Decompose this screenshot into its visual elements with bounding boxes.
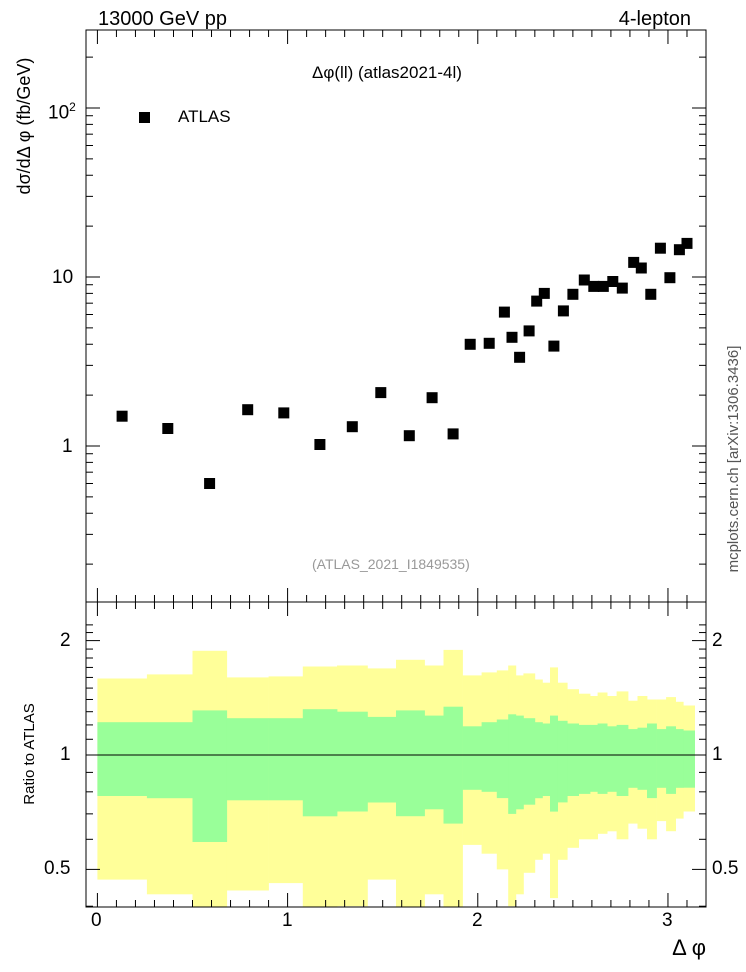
ratio-axes (86, 602, 707, 907)
data-point-atlas (645, 288, 657, 300)
ratio-band-inner-bin (523, 718, 536, 805)
ratio-band-inner-bin (628, 729, 638, 788)
data-point-atlas (531, 295, 543, 307)
main-y-axis-label: dσ/dΔ φ (fb/GeV) (14, 57, 34, 195)
ratio-band-inner-bin (567, 723, 579, 796)
ratio-band-inner-bin (508, 714, 517, 814)
ratio-band-inner-bin (542, 723, 551, 796)
data-point-atlas (346, 421, 358, 433)
main-y-tick-label-100: 102 (48, 100, 76, 124)
data-point-atlas (567, 288, 579, 300)
x-tick-label-3: 3 (662, 910, 673, 931)
main-y-tick-label-1: 1 (62, 436, 73, 457)
ratio-y-tick-label-05-right: 0.5 (712, 858, 739, 879)
data-point-atlas (673, 244, 685, 256)
ratio-band-inner-bin (146, 722, 193, 799)
ratio-band-inner-bin (337, 711, 368, 812)
data-point-atlas (447, 428, 459, 440)
ratio-band-inner-bin (496, 719, 509, 799)
process-label: 4-lepton (618, 8, 691, 30)
data-point-atlas (242, 404, 254, 416)
ratio-band-inner-bin (268, 718, 304, 801)
main-y-tick-label-100-base: 10 (48, 102, 70, 124)
main-y-tick-label-100-exponent: 2 (69, 100, 76, 114)
credit-label: mcplots.cern.ch [arXiv:1306.3436] (725, 345, 742, 573)
ratio-band-inner-bin (616, 724, 629, 796)
ratio-band-inner-bin (637, 727, 648, 790)
data-point-atlas (597, 280, 609, 292)
data-point-atlas (664, 272, 676, 284)
ratio-band-inner-bin (97, 722, 148, 796)
ratio-band-inner-bin (607, 726, 617, 792)
ratio-y-tick-label-05-left: 0.5 (44, 858, 71, 879)
data-point-atlas (578, 274, 590, 286)
data-point-atlas (375, 387, 387, 399)
ratio-band-inner-bin (192, 710, 228, 842)
data-point-atlas (628, 256, 640, 268)
data-points (116, 237, 693, 489)
ratio-band-inner-bin (590, 724, 598, 792)
x-tick-label-1: 1 (282, 910, 293, 931)
ratio-band-inner-bin (557, 720, 568, 803)
data-point-atlas (681, 237, 693, 249)
data-point-atlas (538, 287, 550, 299)
legend-marker-atlas (139, 112, 150, 123)
data-point-atlas (514, 351, 526, 363)
data-point-atlas (635, 262, 647, 274)
x-tick-label-0: 0 (91, 910, 102, 931)
ratio-band-inner-bin (666, 726, 676, 794)
data-point-atlas (403, 430, 415, 442)
energy-label: 13000 GeV pp (98, 8, 227, 30)
data-point-atlas (314, 439, 326, 450)
ratio-band-inner-bin (226, 718, 269, 801)
data-point-atlas (557, 305, 569, 317)
ratio-band-inner-bin (367, 716, 397, 803)
data-point-atlas (116, 410, 128, 422)
ratio-band-inner-bin (597, 723, 608, 794)
data-point-atlas (506, 331, 518, 343)
ratio-band-inner-bin (647, 723, 657, 799)
x-axis-label: Δ φ (672, 935, 706, 960)
main-y-tick-label-10: 10 (52, 267, 74, 288)
data-point-atlas (523, 325, 535, 337)
ratio-band-inner-bin (550, 715, 558, 812)
data-point-atlas (278, 407, 290, 419)
main-axes (86, 30, 706, 602)
ratio-band-inner-bin (396, 710, 425, 817)
ratio-y-tick-label-2-left: 2 (60, 630, 71, 651)
ratio-band-inner-bin (515, 715, 524, 810)
data-point-atlas (483, 337, 495, 349)
data-point-atlas (607, 276, 619, 287)
ratio-band-inner-bin (302, 709, 338, 817)
data-point-atlas (464, 338, 476, 350)
ratio-y-tick-label-2-right: 2 (712, 630, 723, 651)
ratio-y-tick-label-1-left: 1 (60, 744, 71, 765)
ratio-band-inner-bin (462, 726, 482, 790)
analysis-watermark: (ATLAS_2021_I1849535) (312, 556, 470, 572)
data-point-atlas (498, 306, 510, 318)
ratio-y-axis-label: Ratio to ATLAS (21, 703, 38, 805)
data-point-atlas (162, 423, 174, 434)
ratio-band-inner-bin (578, 724, 591, 794)
ratio-band-inner-bin (675, 729, 684, 788)
ratio-band-inner-bin (656, 729, 667, 788)
data-point-atlas (588, 280, 600, 292)
ratio-bands (97, 649, 695, 907)
data-point-atlas (204, 478, 216, 489)
ratio-band-inner-bin (481, 722, 498, 792)
ratio-band-inner-bin (534, 722, 543, 799)
x-tick-label-2: 2 (472, 910, 483, 931)
ratio-band-inner-bin (683, 730, 695, 788)
ratio-band-inner-bin (424, 715, 444, 810)
plot-title: Δφ(ll) (atlas2021-4l) (312, 63, 462, 82)
ratio-band-inner-bin (443, 706, 463, 824)
data-point-atlas (426, 392, 438, 404)
data-point-atlas (654, 242, 666, 254)
data-point-atlas (548, 340, 560, 352)
legend-label-atlas: ATLAS (178, 107, 231, 126)
ratio-y-tick-label-1-right: 1 (712, 744, 723, 765)
data-point-atlas (616, 282, 628, 294)
